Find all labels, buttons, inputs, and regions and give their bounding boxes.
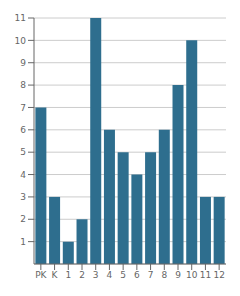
svg-text:11: 11 — [200, 270, 211, 280]
svg-text:4: 4 — [107, 270, 113, 280]
svg-text:K: K — [52, 270, 59, 280]
svg-text:11: 11 — [15, 13, 26, 23]
svg-text:3: 3 — [93, 270, 99, 280]
svg-text:10: 10 — [15, 36, 27, 46]
svg-text:7: 7 — [20, 103, 26, 113]
svg-text:10: 10 — [186, 270, 198, 280]
svg-text:8: 8 — [161, 270, 167, 280]
svg-text:12: 12 — [213, 270, 224, 280]
svg-text:7: 7 — [148, 270, 154, 280]
svg-text:2: 2 — [20, 214, 26, 224]
svg-text:1: 1 — [65, 270, 71, 280]
svg-text:PK: PK — [35, 270, 47, 280]
svg-text:5: 5 — [20, 147, 26, 157]
svg-text:6: 6 — [20, 125, 26, 135]
svg-text:9: 9 — [20, 58, 26, 68]
svg-text:5: 5 — [120, 270, 126, 280]
svg-text:1: 1 — [20, 237, 26, 247]
svg-text:8: 8 — [20, 80, 26, 90]
svg-text:6: 6 — [134, 270, 140, 280]
svg-text:3: 3 — [20, 192, 26, 202]
svg-text:2: 2 — [79, 270, 85, 280]
svg-text:4: 4 — [20, 170, 26, 180]
svg-text:9: 9 — [175, 270, 181, 280]
